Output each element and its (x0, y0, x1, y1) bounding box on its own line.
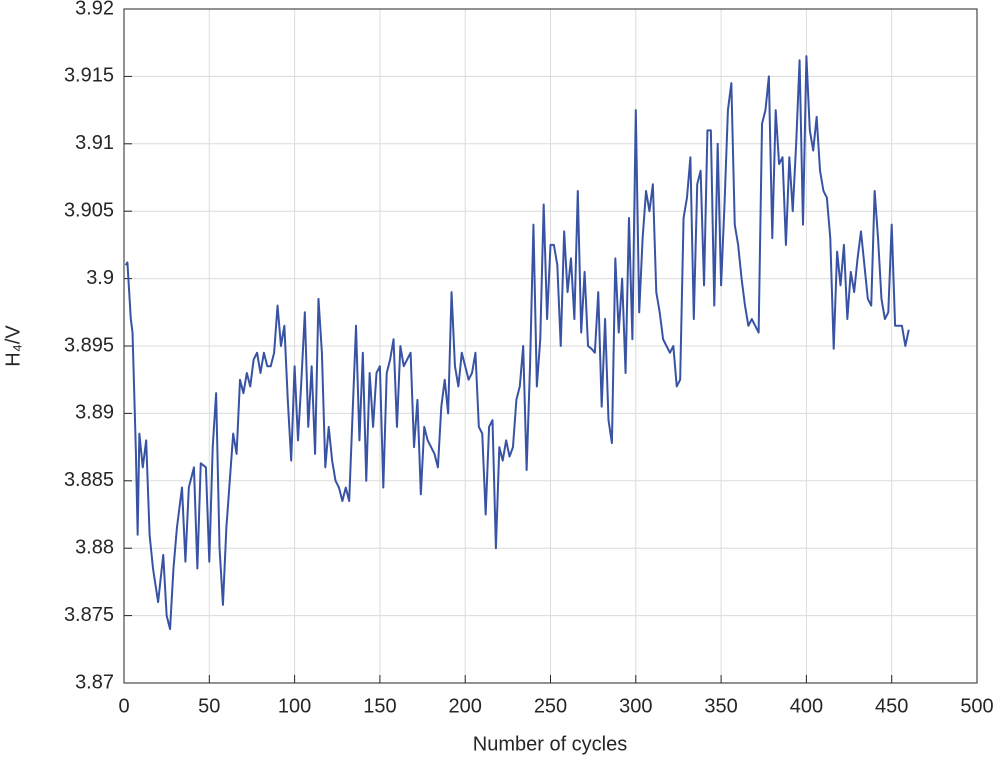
x-tick-label: 150 (363, 695, 396, 717)
y-tick-label: 3.92 (75, 0, 114, 19)
y-tick-label: 3.9 (86, 267, 114, 289)
x-tick-label: 50 (198, 695, 220, 717)
x-tick-label: 350 (704, 695, 737, 717)
x-axis-label: Number of cycles (473, 733, 628, 755)
y-tick-label: 3.915 (64, 65, 114, 87)
y-tick-label: 3.895 (64, 334, 114, 356)
x-tick-label: 0 (118, 695, 129, 717)
plot-frame (123, 8, 978, 684)
x-tick-label: 400 (790, 695, 823, 717)
x-tick-label: 500 (960, 695, 993, 717)
x-tick-label: 450 (875, 695, 908, 717)
y-tick-label: 3.885 (64, 469, 114, 491)
y-tick-label: 3.91 (75, 132, 114, 154)
data-line (124, 55, 910, 631)
y-tick-label: 3.905 (64, 199, 114, 221)
x-tick-label: 200 (449, 695, 482, 717)
y-tick-label: 3.88 (75, 536, 114, 558)
y-tick-label: 3.89 (75, 402, 114, 424)
x-tick-label: 250 (534, 695, 567, 717)
y-axis-label: H₄/V (2, 325, 24, 367)
x-tick-label: 300 (619, 695, 652, 717)
y-tick-label: 3.875 (64, 604, 114, 626)
x-tick-label: 100 (278, 695, 311, 717)
y-tick-label: 3.87 (75, 671, 114, 693)
